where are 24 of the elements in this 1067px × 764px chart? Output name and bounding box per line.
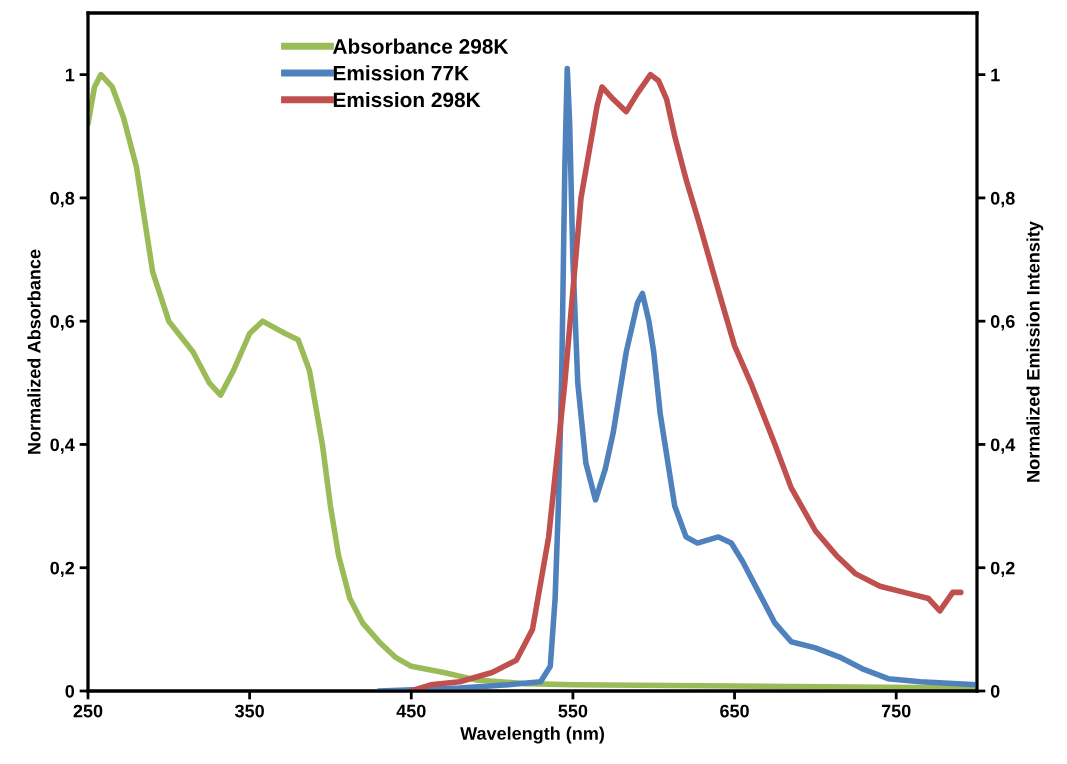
x-tick-label: 750 [881, 704, 911, 718]
y2-tick-label: 0,4 [990, 438, 1016, 454]
y-tick-label: 0 [65, 684, 75, 698]
y2-tick-label: 1 [991, 68, 1000, 82]
y-tick-label: 0,2 [50, 561, 75, 578]
legend-label: Emission 298K [333, 91, 481, 108]
legend-label: Emission 77K [333, 65, 469, 81]
y2-axis-title: Normalized Emission Intensity [1026, 221, 1044, 482]
x-tick-label: 650 [720, 704, 749, 718]
y2-tick-label: 0,6 [990, 315, 1015, 331]
y-tick-label: 0,6 [50, 315, 75, 331]
x-tick-label: 250 [73, 704, 103, 718]
x-tick-label: 450 [396, 704, 426, 718]
y-tick-label: 0,4 [50, 438, 75, 454]
y-tick-label: 1 [65, 68, 75, 82]
y2-tick-label: 0 [990, 684, 1000, 698]
y2-tick-label: 0,2 [990, 561, 1015, 578]
y-tick-label: 0,8 [50, 191, 75, 208]
x-tick-label: 550 [558, 704, 588, 718]
x-axis-title: Wavelength (nm) [460, 726, 604, 744]
y-axis-title: Normalized Absorbance [27, 249, 41, 454]
y2-tick-label: 0,8 [990, 191, 1015, 208]
legend-label: Absorbance 298K [332, 38, 509, 54]
x-tick-label: 350 [234, 704, 264, 718]
